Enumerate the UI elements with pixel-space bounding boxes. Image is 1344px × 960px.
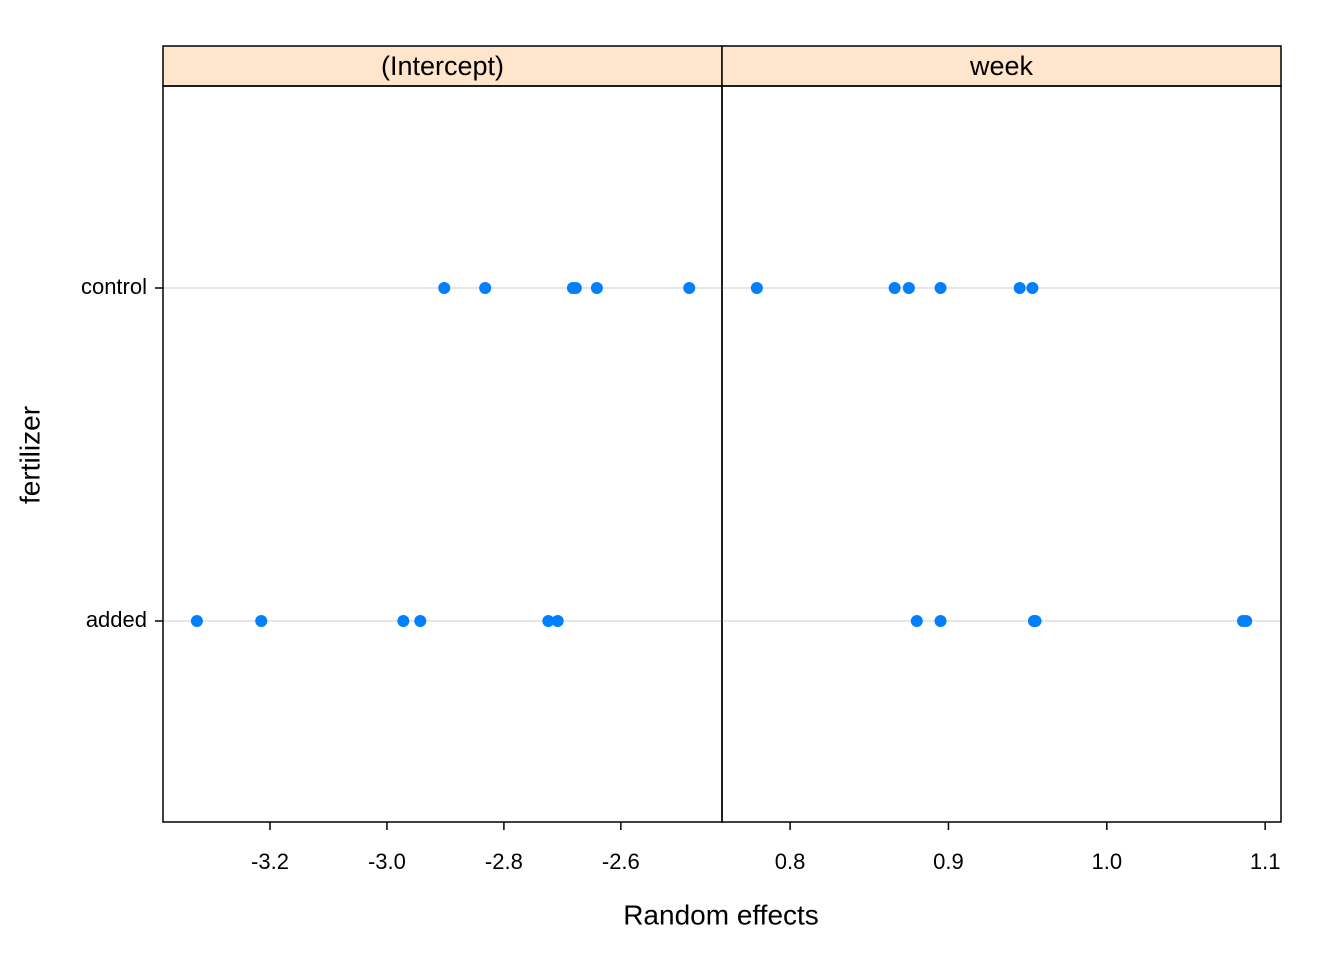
dot	[1029, 615, 1042, 627]
dot	[910, 615, 923, 627]
dot	[683, 282, 696, 294]
dot	[190, 615, 203, 627]
dot	[479, 282, 492, 294]
dot	[414, 615, 427, 627]
y-tick-label: control	[81, 274, 147, 299]
y-tick-label: added	[86, 607, 147, 632]
dot	[542, 615, 555, 627]
dot	[1026, 282, 1039, 294]
panel-title: (Intercept)	[381, 51, 504, 81]
dot	[397, 615, 410, 627]
x-tick-label: 0.9	[933, 849, 964, 874]
x-tick-label: -2.8	[485, 849, 523, 874]
x-axis-label: Random effects	[623, 899, 819, 930]
dot	[902, 282, 915, 294]
panel-title: week	[969, 51, 1034, 81]
panel-frame	[162, 85, 723, 823]
x-tick-label: -3.0	[368, 849, 406, 874]
x-tick-label: -2.6	[602, 849, 640, 874]
dot	[934, 615, 947, 627]
y-axis-label: fertilizer	[14, 406, 45, 504]
panel-frame	[721, 85, 1282, 823]
dot	[255, 615, 268, 627]
x-tick-label: 1.0	[1092, 849, 1123, 874]
x-tick-label: 1.1	[1250, 849, 1281, 874]
dot	[590, 282, 603, 294]
x-tick-label: -3.2	[251, 849, 289, 874]
dot	[1013, 282, 1026, 294]
dot	[1240, 615, 1253, 627]
dot	[569, 282, 582, 294]
dot	[888, 282, 901, 294]
dot	[551, 615, 564, 627]
dot	[750, 282, 763, 294]
x-tick-label: 0.8	[775, 849, 806, 874]
dot	[438, 282, 451, 294]
dot	[934, 282, 947, 294]
strip	[162, 45, 723, 87]
